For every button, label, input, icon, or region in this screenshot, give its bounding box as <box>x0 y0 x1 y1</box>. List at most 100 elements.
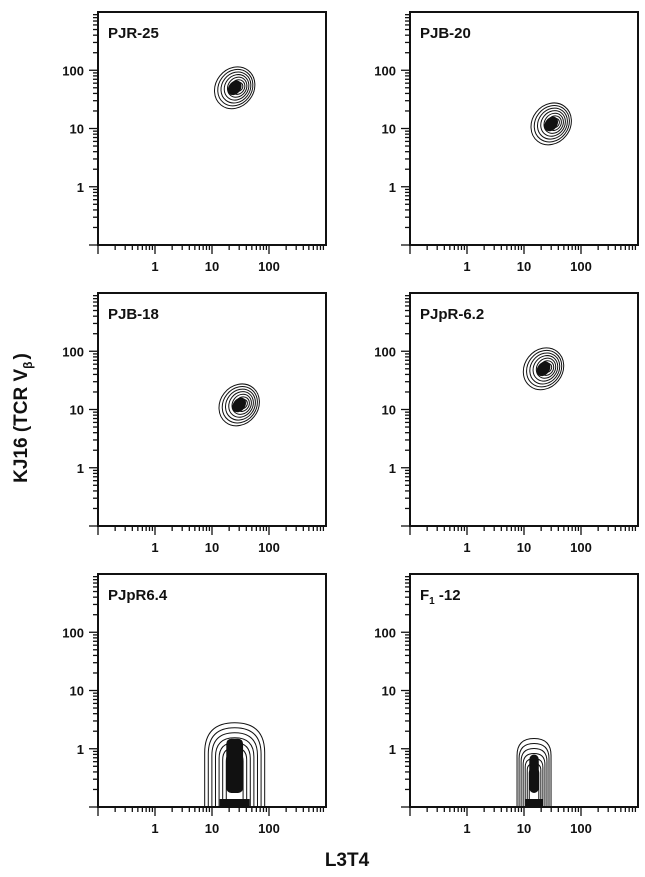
contour-line <box>529 352 561 385</box>
contour-core <box>536 361 551 377</box>
panel-frame <box>409 11 639 246</box>
y-tick-label: 100 <box>62 344 84 359</box>
x-tick-label: 10 <box>517 540 531 555</box>
x-tick-label: 100 <box>570 259 592 274</box>
x-tick-label: 1 <box>463 821 470 836</box>
x-axis-title: L3T4 <box>325 850 370 871</box>
y-tick-label: 100 <box>374 63 396 78</box>
y-tick-label: 10 <box>70 403 84 418</box>
contour-line <box>537 107 568 140</box>
panel-title: PJB-20 <box>420 25 471 42</box>
y-tick-label: 100 <box>62 63 84 78</box>
y-tick-label: 10 <box>70 684 84 699</box>
y-tick-label: 10 <box>382 684 396 699</box>
contour-line <box>220 71 252 104</box>
contour-line <box>540 110 566 137</box>
contour-line <box>207 727 262 807</box>
y-axis-title-subscript: β <box>21 361 35 368</box>
contour-line <box>228 391 254 418</box>
contour-line <box>204 722 266 807</box>
contour-population <box>218 383 260 427</box>
contour-line <box>543 112 564 134</box>
y-axis-title-end: ) <box>11 353 32 359</box>
y-tick-label: 1 <box>77 742 84 757</box>
panel-title: F1 -12 <box>420 587 461 607</box>
x-tick-label: 10 <box>517 259 531 274</box>
contour-line <box>225 388 256 421</box>
contour-line <box>221 386 258 424</box>
x-tick-label: 1 <box>151 540 158 555</box>
contour-line <box>214 737 255 807</box>
contour-line <box>532 355 559 382</box>
contour-core <box>529 754 539 793</box>
contour-population <box>204 722 266 807</box>
contour-line <box>518 742 550 807</box>
contour-line <box>211 732 258 807</box>
contour-line <box>218 383 260 427</box>
x-tick-label: 100 <box>570 821 592 836</box>
y-tick-label: 100 <box>374 625 396 640</box>
panel-pjpr6-4: PJpR6.4 1 10 100 1 10 100 <box>62 573 327 836</box>
contour-line <box>520 747 548 807</box>
contour-line <box>530 102 572 146</box>
y-tick-label: 1 <box>389 461 396 476</box>
axis-ticks: 1 10 100 1 10 100 <box>62 576 325 836</box>
y-tick-label: 1 <box>389 742 396 757</box>
y-tick-label: 10 <box>382 122 396 137</box>
panel-frame <box>409 292 639 527</box>
panel-pjb-20: PJB-20 1 10 100 1 10 100 <box>374 11 639 274</box>
panel-title-subscript: 1 <box>429 596 435 607</box>
y-tick-label: 100 <box>62 625 84 640</box>
panel-title: PJpR6.4 <box>108 587 168 604</box>
x-tick-label: 1 <box>463 540 470 555</box>
x-tick-label: 10 <box>205 540 219 555</box>
panel-pjb-18: PJB-18 1 10 100 1 10 100 <box>62 292 327 555</box>
x-tick-label: 1 <box>463 259 470 274</box>
contour-base <box>219 799 250 806</box>
y-tick-label: 1 <box>77 461 84 476</box>
contour-core <box>544 116 559 132</box>
x-tick-label: 1 <box>151 259 158 274</box>
axis-ticks: 1 10 100 1 10 100 <box>62 295 325 555</box>
y-tick-label: 100 <box>374 344 396 359</box>
panel-frame <box>97 11 327 246</box>
panel-frame <box>97 292 327 527</box>
contour-line <box>516 737 552 807</box>
contour-line <box>223 74 250 101</box>
panel-frame <box>409 573 639 808</box>
x-tick-label: 10 <box>205 821 219 836</box>
axis-ticks: 1 10 100 1 10 100 <box>374 14 637 274</box>
y-axis-title: KJ16 (TCR Vβ) <box>11 353 35 483</box>
x-tick-label: 1 <box>151 821 158 836</box>
x-tick-label: 100 <box>258 821 280 836</box>
contour-core <box>226 738 244 793</box>
contour-population <box>516 737 552 807</box>
panel-pjpr-6-2: PJpR-6.2 1 10 100 1 10 100 <box>374 292 639 555</box>
contour-core <box>227 80 242 96</box>
contour-line <box>533 105 570 143</box>
panel-title-rest: -12 <box>435 587 461 604</box>
y-tick-label: 10 <box>70 122 84 137</box>
x-tick-label: 10 <box>517 821 531 836</box>
contour-line <box>213 66 256 110</box>
contour-population <box>530 102 572 146</box>
contour-line <box>535 357 557 379</box>
panel-title-main: F <box>420 587 429 604</box>
contour-line <box>217 68 254 107</box>
contour-line <box>522 752 546 807</box>
panel-title: PJB-18 <box>108 306 159 323</box>
contour-line <box>231 393 252 415</box>
x-tick-label: 100 <box>570 540 592 555</box>
contour-line <box>522 347 565 391</box>
contour-population <box>522 347 565 391</box>
contour-core <box>232 397 247 413</box>
y-tick-label: 1 <box>389 180 396 195</box>
panel-title: PJpR-6.2 <box>420 306 484 323</box>
contour-line <box>226 76 248 98</box>
axis-ticks: 1 10 100 1 10 100 <box>374 295 637 555</box>
contour-base <box>525 799 543 806</box>
panel-pjr-25: PJR-25 1 10 100 1 10 100 <box>62 11 327 274</box>
axis-ticks: 1 10 100 1 10 100 <box>62 14 325 274</box>
contour-line <box>526 349 563 388</box>
